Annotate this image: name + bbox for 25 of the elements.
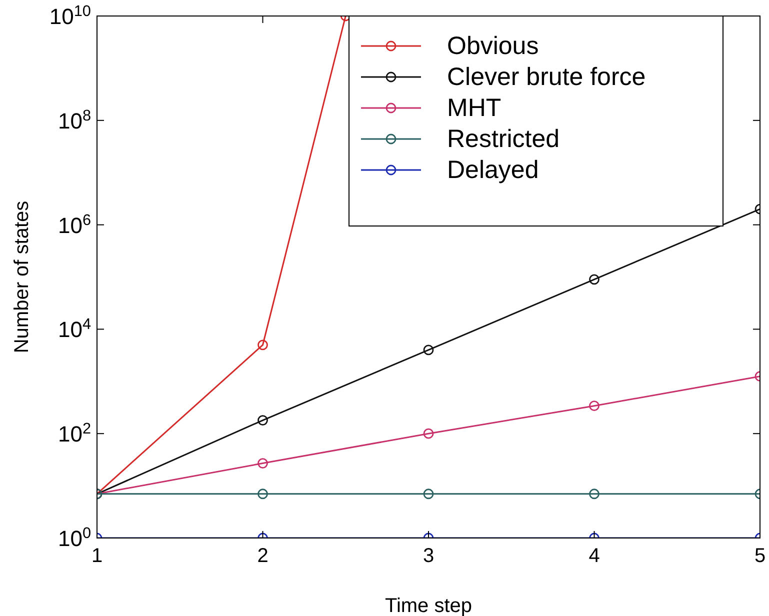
x-axis-title: Time step xyxy=(384,595,472,616)
point xyxy=(423,344,434,356)
x-tick-label: 2 xyxy=(257,545,268,567)
point xyxy=(258,458,268,468)
x-tick-label: 4 xyxy=(588,545,600,567)
y-tick-label: 10$^{4}$ xyxy=(58,316,92,342)
point xyxy=(258,340,268,350)
y-tick-label: 10$^{0}$ xyxy=(58,524,91,551)
y-tick-label: 10$^{2}$ xyxy=(58,420,91,447)
point xyxy=(423,488,434,500)
legend-label: Obvious xyxy=(447,32,539,60)
x-tick-label: 1 xyxy=(91,545,103,567)
x-tick-label: 5 xyxy=(754,545,766,567)
point xyxy=(258,415,268,426)
x-tick-label: 3 xyxy=(422,545,434,567)
y-tick-label: 10$^{6}$ xyxy=(58,211,91,238)
point xyxy=(423,428,434,439)
y-tick-label: 10$^{10}$ xyxy=(49,2,91,29)
y-axis-title: Number of states xyxy=(11,200,33,354)
legend-label: MHT xyxy=(447,94,502,122)
legend-label: Clever brute force xyxy=(447,63,646,91)
y-tick-label: 10$^{8}$ xyxy=(58,106,91,134)
point xyxy=(258,488,268,500)
legend-label: Restricted xyxy=(447,125,560,153)
legend-label: Delayed xyxy=(447,156,539,184)
